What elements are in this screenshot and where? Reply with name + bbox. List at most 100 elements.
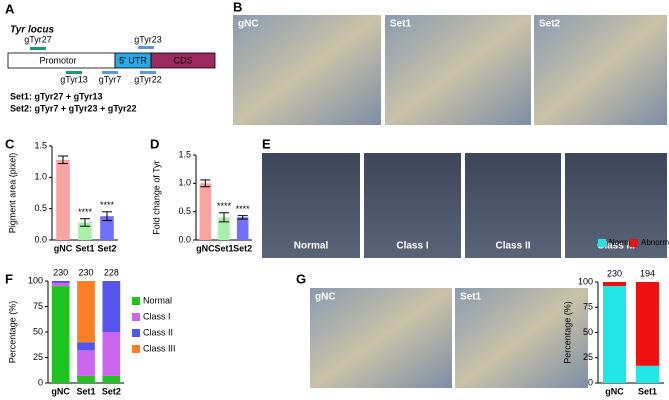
bar-segment	[77, 342, 95, 351]
photo-label: Normal	[294, 241, 329, 252]
guide-label: gTyr13	[60, 74, 88, 84]
y-axis-label: Percentage (%)	[562, 301, 572, 364]
photo	[385, 15, 531, 125]
error-bar	[58, 155, 68, 165]
bar-segment	[51, 286, 70, 383]
x-tick-label: Set1	[75, 243, 94, 253]
total-label: 230	[607, 268, 622, 278]
photo-label: Class III	[597, 241, 635, 252]
set-definition: Set1: gTyr27 + gTyr13	[10, 91, 102, 101]
x-tick-label: Set1	[638, 386, 657, 396]
significance-label: ****	[78, 207, 93, 217]
x-tick-label: Set2	[102, 386, 121, 396]
y-tick-label: 1.5	[178, 149, 191, 159]
y-tick-label: 1.0	[178, 178, 191, 188]
photo-label: Set2	[539, 19, 561, 30]
guide-bar	[102, 71, 118, 74]
bar	[78, 222, 92, 240]
error-bar	[200, 179, 211, 188]
x-tick-label: gNC	[51, 386, 70, 396]
bar-segment	[102, 375, 121, 383]
y-axis-label: Pigment area (pixel)	[7, 153, 17, 234]
y-tick-label: 100	[28, 275, 43, 285]
y-tick-label: 0	[588, 377, 593, 387]
photo-label: Set1	[390, 19, 412, 30]
photo-label: gNC	[238, 19, 259, 30]
legend-label: Class I	[143, 311, 171, 321]
legend-label: Normal	[143, 295, 172, 305]
error-bar	[80, 218, 90, 227]
region-label: 5' UTR	[119, 55, 147, 65]
guide-bar	[66, 71, 82, 74]
y-tick-label: 0.5	[178, 206, 191, 216]
x-tick-label: gNC	[605, 386, 624, 396]
photo	[465, 153, 561, 258]
y-tick-label: 1.0	[34, 172, 47, 182]
legend-label: Class II	[143, 327, 173, 337]
guide-label: gTyr7	[99, 74, 122, 84]
legend-label: Abnormal	[641, 238, 669, 247]
x-tick-label: gNC	[54, 243, 73, 253]
y-tick-label: 100	[578, 276, 593, 286]
legend-swatch	[598, 239, 606, 247]
guide-label: gTyr23	[134, 34, 162, 44]
legend-label: Normal	[609, 238, 635, 247]
panel-label: F	[5, 271, 13, 286]
x-tick-label: Set1	[214, 243, 233, 253]
panel-label: A	[5, 1, 15, 16]
bar	[236, 217, 249, 240]
photo	[455, 288, 588, 388]
photo-label: Set1	[460, 292, 482, 303]
legend-swatch	[132, 329, 140, 337]
bar-segment	[77, 375, 95, 383]
set-definition: Set2: gTyr7 + gTyr23 + gTyr22	[10, 103, 137, 113]
total-label: 194	[640, 268, 655, 278]
bar-segment	[602, 282, 627, 287]
bar	[100, 216, 114, 240]
photo-label: gNC	[315, 292, 336, 303]
legend-label: Class III	[143, 343, 176, 353]
cds-box	[150, 52, 216, 69]
photo	[565, 153, 667, 258]
legend-swatch	[630, 239, 638, 247]
significance-label: ****	[217, 201, 232, 211]
y-tick-label: 50	[33, 326, 43, 336]
x-tick-label: Set1	[76, 386, 95, 396]
y-axis-label: Fold change of Tyr	[151, 160, 161, 234]
total-label: 230	[78, 267, 93, 277]
guide-label: gTyr22	[134, 74, 162, 84]
bar	[218, 217, 230, 240]
bar	[199, 183, 212, 240]
significance-label: ****	[236, 204, 251, 214]
region-label: Promotor	[39, 55, 76, 65]
photo	[262, 153, 360, 258]
bar-segment	[635, 282, 660, 366]
guide-bar	[138, 46, 154, 49]
y-tick-label: 75	[583, 302, 593, 312]
y-tick-label: 25	[33, 352, 43, 362]
panel-label: C	[5, 136, 15, 151]
bar	[56, 159, 70, 240]
bar-segment	[51, 283, 70, 287]
bar-segment	[635, 365, 660, 383]
photo	[310, 288, 452, 388]
y-tick-label: 0.0	[178, 234, 191, 244]
x-tick-label: gNC	[196, 243, 215, 253]
bar-segment	[77, 281, 95, 343]
y-tick-label: 0.0	[34, 234, 47, 244]
bar-segment	[102, 332, 121, 376]
photo	[233, 15, 381, 125]
total-label: 228	[104, 267, 119, 277]
y-tick-label: 0.5	[34, 203, 47, 213]
bar-segment	[77, 350, 95, 376]
error-bar	[219, 212, 229, 223]
error-bar	[102, 211, 112, 222]
photo-label: Class I	[396, 241, 428, 252]
panel-label: G	[296, 271, 306, 286]
y-tick-label: 1.5	[34, 140, 47, 150]
panel-label: B	[233, 0, 242, 14]
panel-label: E	[262, 136, 271, 151]
legend-swatch	[132, 345, 140, 353]
photo	[364, 153, 461, 258]
